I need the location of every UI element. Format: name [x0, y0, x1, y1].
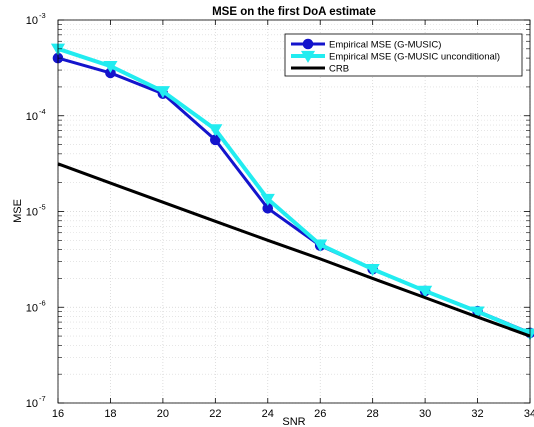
y-tick-label: 10 — [26, 207, 38, 219]
series-2 — [50, 43, 534, 341]
x-tick-label: 28 — [367, 408, 379, 420]
y-tick-label-exponent: -5 — [39, 203, 46, 212]
legend: Empirical MSE (G-MUSIC)Empirical MSE (G-… — [284, 33, 523, 77]
data-point — [260, 193, 275, 206]
series-line — [57, 46, 531, 336]
legend-label: Empirical MSE (G-MUSIC) — [329, 40, 441, 51]
y-axis-label: MSE — [12, 199, 24, 223]
data-point — [470, 306, 485, 319]
y-tick-label: 10 — [26, 111, 38, 123]
y-tick-label-exponent: -3 — [39, 11, 46, 20]
x-tick-label: 32 — [471, 408, 483, 420]
x-tick-label: 18 — [104, 408, 116, 420]
x-tick-label: 24 — [262, 408, 274, 420]
y-tick-label: 10 — [26, 15, 38, 27]
data-point — [155, 86, 170, 99]
legend-entry: CRB — [291, 64, 349, 75]
legend-marker — [300, 50, 316, 63]
series-layer — [50, 43, 534, 341]
y-tick-label: 10 — [26, 398, 38, 410]
data-point — [103, 60, 118, 73]
y-tick-label-exponent: -7 — [39, 394, 46, 403]
x-tick-label: 30 — [419, 408, 431, 420]
y-tick-label-exponent: -4 — [39, 107, 46, 116]
x-tick-label: 34 — [524, 408, 534, 420]
x-tick-label: 20 — [157, 408, 169, 420]
series-line — [57, 162, 531, 338]
legend-label: CRB — [329, 64, 349, 75]
legend-items: Empirical MSE (G-MUSIC)Empirical MSE (G-… — [291, 38, 500, 75]
y-tick-label-exponent: -6 — [39, 298, 46, 307]
y-tick-label: 10 — [26, 302, 38, 314]
legend-label: Empirical MSE (G-MUSIC unconditional) — [329, 52, 500, 63]
x-axis-label: SNR — [282, 416, 305, 427]
data-point — [313, 239, 328, 252]
x-tick-label: 16 — [52, 408, 64, 420]
data-point — [208, 124, 223, 137]
x-tick-label: 22 — [209, 408, 221, 420]
series-3 — [57, 162, 531, 338]
data-point — [365, 263, 380, 277]
legend-entry: Empirical MSE (G-MUSIC) — [291, 38, 441, 51]
legend-entry: Empirical MSE (G-MUSIC unconditional) — [291, 50, 500, 63]
data-point — [418, 285, 433, 298]
plot-area — [58, 20, 530, 403]
x-tick-label: 26 — [314, 408, 326, 420]
legend-marker — [302, 38, 314, 50]
chart-title: MSE on the first DoA estimate — [212, 6, 376, 18]
